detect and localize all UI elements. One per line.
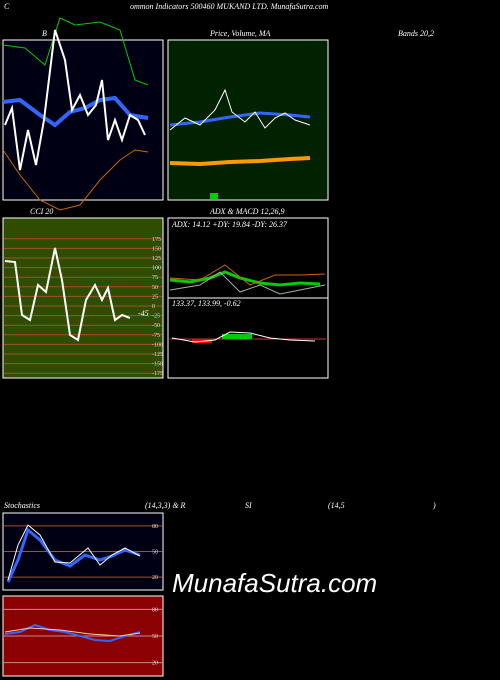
middle-band xyxy=(2,95,149,128)
dy-line xyxy=(169,271,326,295)
tick-label: 50 xyxy=(152,550,158,556)
stoch-d xyxy=(7,524,141,581)
tick-label: 80 xyxy=(152,607,158,613)
ma-line xyxy=(169,156,311,167)
tick-label: 125 xyxy=(152,256,161,262)
panel-title: (14,3,3) & R xyxy=(145,501,186,510)
volume-bar xyxy=(210,193,218,199)
stoch-k xyxy=(6,527,141,583)
tick-label: -150 xyxy=(152,362,163,368)
cci-line xyxy=(4,247,131,342)
tick-label: -175 xyxy=(152,371,163,377)
header-prefix: C xyxy=(4,2,10,11)
tick-label: -75 xyxy=(152,333,160,339)
panel-title: Stochastics xyxy=(4,501,40,510)
panel-title: ADX & MACD 12,26,9 xyxy=(209,207,284,216)
panel-title: Bands 20,2 xyxy=(398,29,434,38)
panel-title: Price, Volume, MA xyxy=(209,29,271,38)
tick-label: 100 xyxy=(152,266,161,272)
price-line xyxy=(169,88,311,131)
header-title: ommon Indicators 500460 MUKAND LTD. Muna… xyxy=(130,2,329,11)
cci-label: -45 xyxy=(138,309,149,318)
panel-title: SI xyxy=(245,501,252,510)
tick-label: 50 xyxy=(152,285,158,291)
tick-label: 50 xyxy=(152,634,158,640)
tick-label: 75 xyxy=(152,275,158,281)
macd-line xyxy=(171,331,316,343)
tick-label: -50 xyxy=(152,323,160,329)
macd-hist xyxy=(222,334,252,339)
tick-label: -100 xyxy=(152,342,163,348)
tick-label: -125 xyxy=(152,352,163,358)
tick-label: 0 xyxy=(152,304,155,310)
tick-label: -25 xyxy=(152,314,160,320)
macd-text: 133.37, 133.99, -0.62 xyxy=(172,299,241,308)
panel xyxy=(167,39,329,201)
panel-title: ) xyxy=(432,501,436,510)
panel-title: (14,5 xyxy=(328,501,345,510)
tick-label: 20 xyxy=(152,661,158,667)
panel xyxy=(2,217,164,379)
rsi-ma xyxy=(4,627,141,637)
dy-line xyxy=(169,264,326,286)
tick-label: 25 xyxy=(152,294,158,300)
tick-label: 20 xyxy=(152,575,158,581)
tick-label: 150 xyxy=(152,246,161,252)
lower-band xyxy=(2,149,149,211)
watermark: MunafaSutra.com xyxy=(172,568,377,598)
price-line xyxy=(4,29,146,171)
panel-title: B xyxy=(42,29,47,38)
tick-label: 175 xyxy=(152,237,161,243)
tick-label: 80 xyxy=(152,524,158,530)
upper-band xyxy=(2,17,149,86)
panel-title: CCI 20 xyxy=(30,207,53,216)
adx-text: ADX: 14.12 +DY: 19.84 -DY: 26.37 xyxy=(171,220,288,229)
adx-line xyxy=(169,270,321,287)
